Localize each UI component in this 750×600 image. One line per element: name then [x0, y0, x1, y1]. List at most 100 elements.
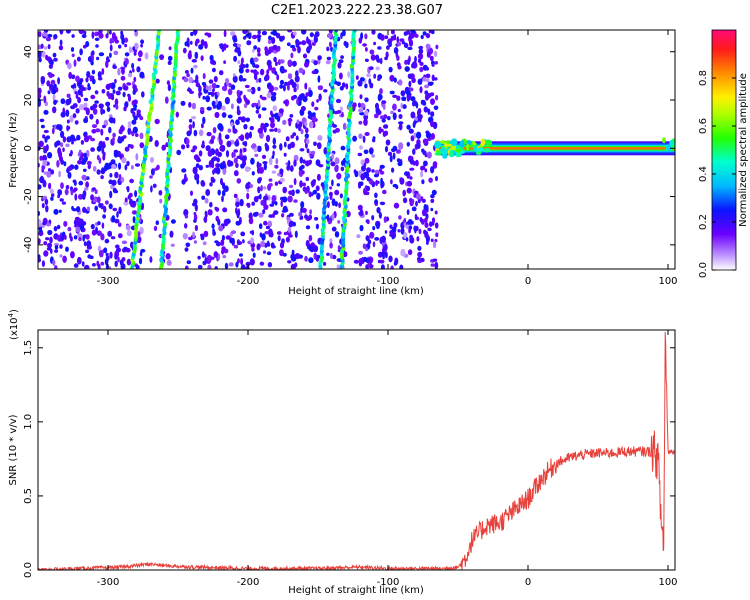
noise-cell [101, 222, 105, 229]
noise-cell [431, 217, 436, 224]
noise-cell [228, 262, 234, 267]
noise-cell [259, 261, 265, 266]
noise-cell [201, 251, 205, 258]
noise-cell [202, 116, 206, 125]
noise-cell [108, 126, 112, 134]
noise-cell [38, 219, 42, 226]
noise-cell [75, 226, 81, 233]
noise-cell [311, 42, 316, 46]
noise-cell [49, 236, 53, 244]
noise-cell [375, 66, 380, 71]
noise-cell [398, 121, 404, 125]
noise-cell [89, 255, 94, 260]
noise-cell [132, 46, 135, 51]
noise-cell [352, 135, 357, 142]
noise-cell [323, 261, 327, 266]
noise-cell [257, 86, 261, 92]
noise-cell [184, 223, 188, 229]
spectrogram-x-label: Height of straight line (km) [288, 286, 424, 297]
noise-cell [231, 103, 234, 110]
noise-cell [71, 74, 76, 80]
noise-cell [38, 238, 41, 245]
noise-cell [271, 37, 276, 44]
noise-cell [71, 205, 74, 211]
noise-cell [379, 164, 385, 169]
noise-cell [235, 119, 240, 126]
noise-cell [285, 236, 290, 243]
noise-cell [40, 124, 45, 129]
noise-cell [280, 200, 284, 208]
noise-cell [233, 170, 239, 177]
noise-cell [263, 125, 267, 133]
noise-cell [257, 34, 261, 43]
noise-cell [314, 106, 319, 111]
noise-cell [139, 142, 145, 149]
noise-cell [134, 190, 138, 198]
noise-cell [131, 132, 135, 137]
noise-cell [328, 191, 333, 197]
noise-cell [56, 224, 61, 230]
noise-cell [91, 187, 96, 191]
noise-cell [236, 178, 242, 184]
noise-cell [95, 128, 101, 133]
noise-cell [53, 226, 58, 232]
noise-cell [406, 180, 413, 187]
noise-cell [339, 106, 343, 112]
noise-cell [306, 138, 310, 145]
noise-cell [155, 78, 160, 84]
noise-cell [331, 179, 334, 187]
noise-cell [358, 211, 364, 216]
noise-cell [296, 119, 300, 125]
tone-onset-cell [461, 139, 465, 146]
noise-cell [221, 105, 226, 111]
snr-series-line [38, 331, 675, 570]
noise-cell [186, 73, 190, 78]
noise-cell [397, 161, 403, 167]
noise-cell [400, 90, 406, 97]
noise-cell [67, 166, 73, 172]
noise-cell [434, 162, 437, 169]
noise-cell [340, 32, 343, 39]
noise-cell [221, 195, 224, 202]
noise-cell [123, 85, 129, 91]
noise-cell [423, 160, 428, 167]
noise-cell [295, 135, 299, 141]
noise-cell [272, 105, 277, 112]
noise-cell [200, 55, 204, 61]
noise-cell [219, 145, 225, 152]
noise-cell [96, 260, 100, 267]
noise-cell [85, 181, 89, 189]
noise-cell [294, 253, 301, 260]
noise-cell [250, 242, 256, 249]
noise-cell [47, 56, 51, 61]
noise-cell [94, 100, 99, 104]
noise-cell [374, 202, 378, 206]
x-tick-label: 0 [525, 577, 531, 588]
noise-cell [313, 60, 318, 66]
noise-cell [107, 230, 113, 237]
noise-cell [283, 100, 288, 105]
noise-cell [139, 132, 144, 140]
noise-cell [132, 111, 136, 118]
noise-cell [326, 214, 330, 222]
noise-cell [70, 189, 74, 196]
noise-cell [382, 189, 387, 195]
noise-cell [421, 179, 425, 185]
noise-cell [390, 265, 394, 269]
noise-cell [251, 171, 255, 176]
noise-cell [256, 243, 260, 250]
noise-cell [76, 256, 82, 265]
noise-cell [335, 98, 342, 104]
noise-cell [233, 244, 239, 249]
noise-cell [95, 44, 99, 48]
noise-cell [83, 107, 89, 111]
noise-cell [359, 77, 365, 82]
noise-cell [71, 34, 75, 38]
noise-cell [104, 238, 110, 244]
noise-cell [221, 85, 228, 92]
noise-cell [393, 77, 397, 83]
noise-cell [233, 149, 239, 153]
noise-cell [418, 48, 424, 55]
noise-cell [186, 260, 191, 265]
noise-cell [369, 179, 374, 185]
